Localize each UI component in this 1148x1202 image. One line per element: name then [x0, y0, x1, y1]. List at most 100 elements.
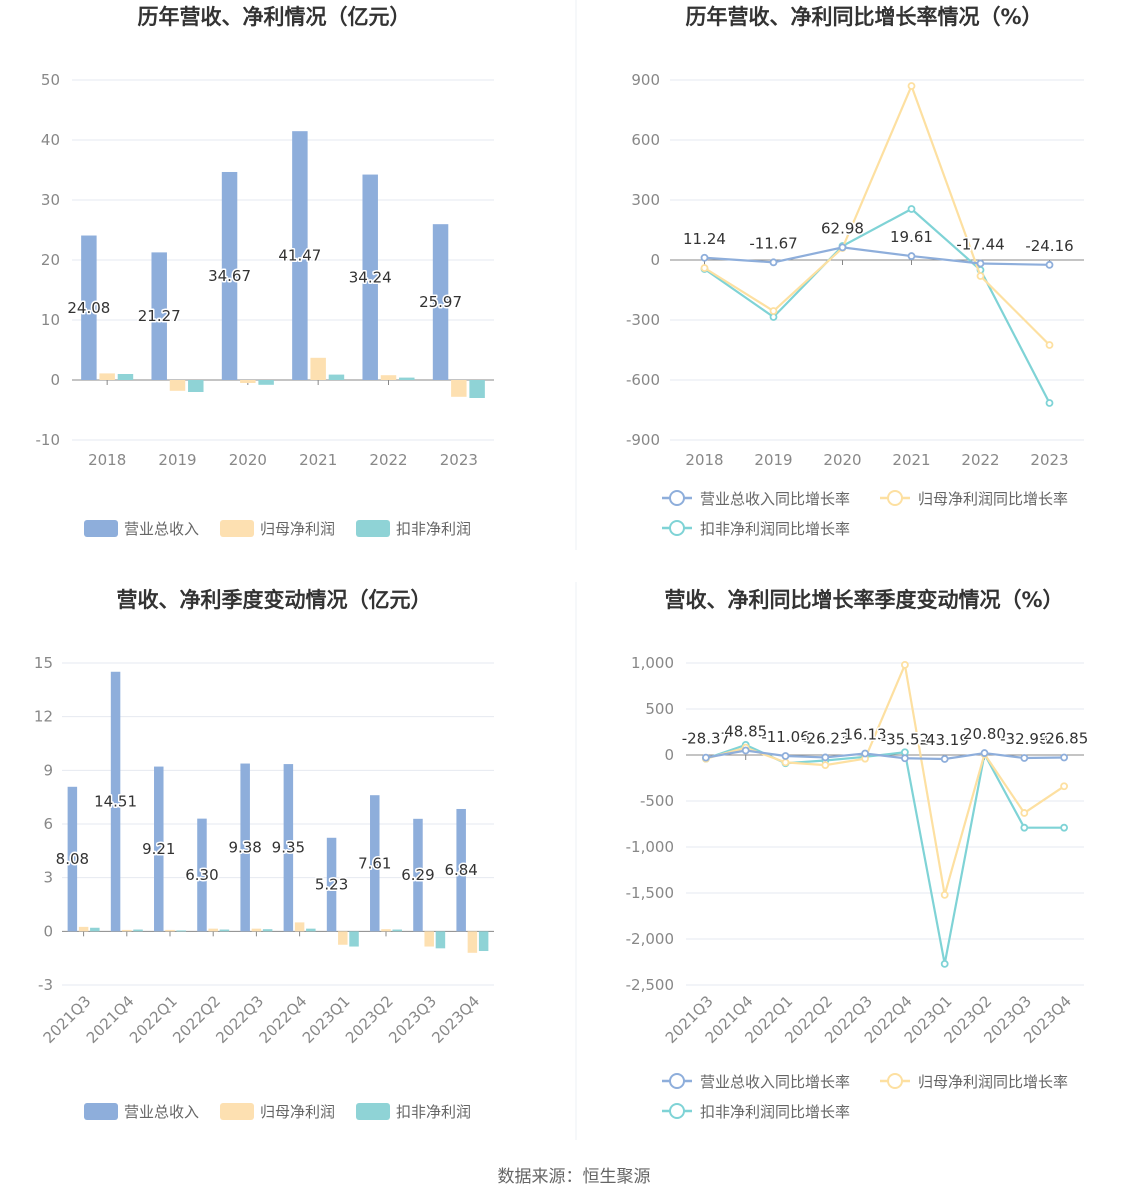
bar — [380, 375, 397, 380]
y-tick-label: 15 — [34, 654, 53, 672]
data-point — [1045, 399, 1054, 407]
bar — [81, 235, 97, 380]
y-tick-label: 0 — [50, 371, 60, 389]
bar — [469, 380, 485, 398]
data-point — [702, 753, 710, 762]
bar — [240, 380, 256, 383]
data-point — [1060, 782, 1068, 791]
bar — [240, 763, 250, 932]
y-tick-label: 0 — [650, 251, 660, 269]
point-value-label: -35.52 — [881, 730, 929, 748]
data-point — [940, 959, 949, 968]
data-point — [769, 258, 778, 267]
data-point — [901, 754, 909, 763]
bar-value-label: 34.67 — [208, 267, 251, 285]
series-line — [705, 749, 1065, 761]
data-point — [700, 253, 709, 262]
y-tick-label: 10 — [41, 311, 60, 329]
bar — [370, 795, 380, 932]
data-point — [940, 755, 949, 763]
bar — [310, 357, 326, 380]
series-line — [703, 83, 1051, 346]
bar — [99, 373, 115, 380]
data-point — [821, 761, 830, 770]
y-tick-label: 0 — [664, 746, 674, 764]
bar — [169, 380, 186, 391]
x-tick-label: 2020 — [229, 451, 267, 469]
annual-growth-rate-chart: 历年营收、净利同比增长率情况（%） 900 600 300 0 -300 -600 -900 2… — [626, 5, 1084, 538]
bar — [151, 252, 167, 380]
bar — [251, 928, 262, 932]
chart-title: 历年营收、净利情况（亿元） — [138, 5, 411, 29]
bar — [176, 930, 186, 932]
data-point — [700, 264, 709, 272]
series-line — [705, 660, 1065, 896]
data-point — [980, 749, 989, 757]
chart-title: 营收、净利同比增长率季度变动情况（%） — [664, 588, 1063, 612]
bar — [392, 929, 402, 932]
bar — [221, 171, 238, 380]
point-value-label: -43.19 — [921, 731, 969, 749]
x-tick-label: 2020 — [823, 451, 861, 469]
y-tick-label: 20 — [41, 251, 60, 269]
y-tick-label: 600 — [631, 131, 660, 149]
legend-label: 归母净利润同比增长率 — [918, 490, 1068, 508]
bar — [122, 929, 132, 932]
legend-marker — [669, 490, 685, 506]
bar — [424, 931, 434, 947]
bar — [326, 837, 337, 932]
bar — [432, 224, 449, 380]
y-tick-label: 900 — [631, 71, 660, 89]
legend-label: 营业总收入 — [124, 1103, 199, 1121]
data-point — [1020, 809, 1029, 817]
y-tick-label: -2,500 — [626, 976, 674, 994]
point-value-label: 62.98 — [821, 219, 864, 237]
legend-swatch — [220, 520, 254, 537]
data-point — [1045, 260, 1054, 269]
y-tick-label: -2,000 — [626, 930, 674, 948]
y-tick-label: -10 — [36, 431, 61, 449]
bar — [292, 131, 308, 380]
data-point — [901, 660, 909, 669]
point-value-label: 20.80 — [963, 725, 1006, 743]
point-value-label: -26.85 — [1040, 729, 1088, 747]
data-point — [838, 243, 847, 252]
bar — [306, 928, 316, 932]
point-value-label: 16.13 — [844, 726, 887, 744]
chart-title: 历年营收、净利同比增长率情况（%） — [685, 5, 1042, 29]
y-tick-label: 12 — [34, 708, 53, 726]
data-point — [821, 753, 830, 762]
bar — [451, 380, 467, 397]
quarterly-growth-rate-chart: 营收、净利同比增长率季度变动情况（%） 1,000 500 0 -500 -1,000 -1… — [626, 588, 1090, 1121]
y-tick-label: 40 — [41, 131, 60, 149]
data-point — [940, 890, 949, 899]
x-tick-label: 2018 — [685, 451, 723, 469]
x-tick-label: 2023Q4 — [428, 992, 483, 1047]
data-point — [1060, 823, 1068, 832]
legend-label: 归母净利润同比增长率 — [918, 1073, 1068, 1091]
legend-swatch — [356, 1103, 390, 1120]
legend-marker — [887, 490, 903, 506]
bar — [467, 931, 478, 953]
x-tick-label: 2021 — [299, 451, 337, 469]
data-point — [901, 748, 909, 757]
bar — [208, 928, 218, 932]
data-point — [861, 749, 869, 758]
y-tick-label: 30 — [41, 191, 60, 209]
legend-swatch — [84, 520, 118, 537]
point-value-label: -11.67 — [749, 234, 797, 252]
bar — [154, 766, 164, 932]
y-tick-label: 1,000 — [631, 654, 674, 672]
legend-swatch — [356, 520, 390, 537]
series-line — [703, 207, 1051, 404]
bar-value-label: 8.08 — [56, 850, 89, 868]
chart-title: 营收、净利季度变动情况（亿元） — [117, 588, 432, 612]
bar — [219, 929, 230, 932]
annual-revenue-profit-chart: 历年营收、净利情况（亿元） 50 40 30 20 10 0 -10 2018 2019 2020 2… — [36, 5, 494, 538]
data-point — [1020, 754, 1029, 762]
bar — [381, 929, 391, 932]
bar-value-label: 6.30 — [185, 866, 218, 884]
point-value-label: 48.85 — [724, 723, 767, 741]
data-point — [976, 272, 985, 280]
legend-label: 归母净利润 — [260, 520, 335, 538]
